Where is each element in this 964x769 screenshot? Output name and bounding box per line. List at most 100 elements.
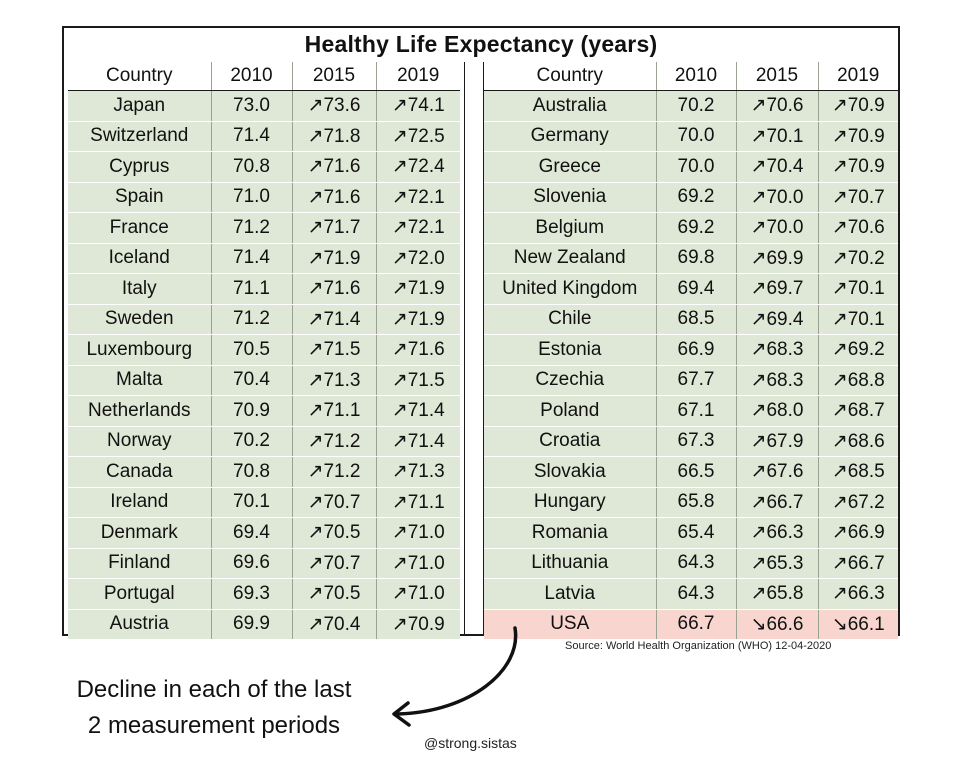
value-2019-cell: ↗66.7: [818, 548, 898, 579]
value-2015-cell: ↗65.8: [736, 578, 819, 610]
value-2019-cell: ↗70.1: [818, 304, 898, 335]
value-2015-cell: ↗71.2: [292, 456, 377, 488]
country-cell: Spain: [68, 182, 212, 213]
country-cell: Australia: [484, 90, 657, 122]
table-row: Sweden 71.2 ↗71.4 ↗71.9: [68, 304, 460, 335]
table-row: Slovenia 69.2 ↗70.0 ↗70.7: [484, 182, 898, 213]
table-title: Healthy Life Expectancy (years): [304, 30, 658, 57]
country-cell: Slovenia: [484, 182, 657, 213]
value-2019-cell: ↗70.1: [818, 273, 898, 305]
country-cell: New Zealand: [484, 243, 657, 274]
value-2015-cell: ↘66.6: [736, 609, 819, 640]
value-2015-cell: ↗67.6: [736, 456, 819, 488]
value-2019-cell: ↗71.0: [376, 578, 460, 610]
country-cell: Lithuania: [484, 548, 657, 579]
country-cell: Estonia: [484, 334, 657, 366]
value-2015-cell: ↗70.5: [292, 517, 377, 549]
table-row: United Kingdom 69.4 ↗69.7 ↗70.1: [484, 273, 898, 305]
value-2010-cell: 64.3: [656, 548, 737, 579]
value-2010-cell: 69.3: [211, 578, 293, 610]
note-line-1: Decline in each of the last: [76, 676, 352, 703]
country-cell: Denmark: [68, 517, 212, 549]
value-2010-cell: 71.2: [211, 304, 293, 335]
value-2010-cell: 70.4: [211, 365, 293, 396]
value-2015-cell: ↗71.6: [292, 273, 377, 305]
value-2019-cell: ↗71.4: [376, 426, 460, 457]
value-2015-cell: ↗70.0: [736, 182, 819, 213]
value-2010-cell: 68.5: [656, 304, 737, 335]
value-2010-cell: 69.9: [211, 609, 293, 640]
value-2019-cell: ↗71.5: [376, 365, 460, 396]
value-2019-cell: ↗71.3: [376, 456, 460, 488]
table-row: Romania 65.4 ↗66.3 ↗66.9: [484, 517, 898, 549]
note-line-2: 2 measurement periods: [87, 712, 341, 739]
value-2010-cell: 70.9: [211, 395, 293, 427]
value-2019-cell: ↗71.0: [376, 517, 460, 549]
table-row: France 71.2 ↗71.7 ↗72.1: [68, 212, 460, 244]
country-cell: Latvia: [484, 578, 657, 610]
value-2015-cell: ↗70.4: [736, 151, 819, 183]
value-2015-cell: ↗70.5: [292, 578, 377, 610]
value-2010-cell: 69.6: [211, 548, 293, 579]
author-handle: @strong.sistas: [424, 735, 517, 751]
value-2010-cell: 70.8: [211, 151, 293, 183]
country-cell: Malta: [68, 365, 212, 396]
table-row: Austria 69.9 ↗70.4 ↗70.9: [68, 609, 460, 640]
value-2015-cell: ↗71.8: [292, 121, 377, 152]
country-cell: Romania: [484, 517, 657, 549]
header-country: Country: [68, 62, 212, 91]
country-cell: Canada: [68, 456, 212, 488]
table-row: Ireland 70.1 ↗70.7 ↗71.1: [68, 487, 460, 518]
value-2019-cell: ↗71.9: [376, 273, 460, 305]
table-row: Portugal 69.3 ↗70.5 ↗71.0: [68, 578, 460, 610]
value-2015-cell: ↗71.6: [292, 182, 377, 213]
country-cell: Netherlands: [68, 395, 212, 427]
value-2010-cell: 66.5: [656, 456, 737, 488]
value-2015-cell: ↗68.0: [736, 395, 819, 427]
table-row: Hungary 65.8 ↗66.7 ↗67.2: [484, 487, 898, 518]
value-2019-cell: ↗70.9: [818, 151, 898, 183]
table-row: Australia 70.2 ↗70.6 ↗70.9: [484, 90, 898, 122]
table-row: Poland 67.1 ↗68.0 ↗68.7: [484, 395, 898, 427]
value-2010-cell: 69.4: [211, 517, 293, 549]
header-country: Country: [484, 62, 657, 91]
value-2010-cell: 67.3: [656, 426, 737, 457]
value-2019-cell: ↗66.3: [818, 578, 898, 610]
value-2015-cell: ↗70.0: [736, 212, 819, 244]
right-header-row: Country 2010 2015 2019: [484, 62, 898, 91]
table-row: Chile 68.5 ↗69.4 ↗70.1: [484, 304, 898, 335]
value-2010-cell: 69.2: [656, 182, 737, 213]
header-2015: 2015: [292, 62, 377, 91]
value-2010-cell: 70.2: [656, 90, 737, 122]
value-2015-cell: ↗65.3: [736, 548, 819, 579]
country-cell: Greece: [484, 151, 657, 183]
value-2015-cell: ↗69.7: [736, 273, 819, 305]
value-2019-cell: ↗71.4: [376, 395, 460, 427]
table-row: Lithuania 64.3 ↗65.3 ↗66.7: [484, 548, 898, 579]
value-2019-cell: ↘66.1: [818, 609, 898, 640]
value-2010-cell: 69.2: [656, 212, 737, 244]
value-2015-cell: ↗70.4: [292, 609, 377, 640]
value-2015-cell: ↗71.5: [292, 334, 377, 366]
header-2019: 2019: [376, 62, 460, 91]
table-row: Croatia 67.3 ↗67.9 ↗68.6: [484, 426, 898, 457]
country-cell: Slovakia: [484, 456, 657, 488]
value-2019-cell: ↗71.6: [376, 334, 460, 366]
value-2019-cell: ↗72.1: [376, 182, 460, 213]
value-2019-cell: ↗67.2: [818, 487, 898, 518]
value-2010-cell: 69.8: [656, 243, 737, 274]
value-2019-cell: ↗72.5: [376, 121, 460, 152]
table-row: Luxembourg 70.5 ↗71.5 ↗71.6: [68, 334, 460, 366]
value-2010-cell: 71.2: [211, 212, 293, 244]
table-row: Malta 70.4 ↗71.3 ↗71.5: [68, 365, 460, 396]
column-divider: [464, 62, 484, 634]
country-cell: Hungary: [484, 487, 657, 518]
value-2015-cell: ↗73.6: [292, 90, 377, 122]
value-2015-cell: ↗68.3: [736, 334, 819, 366]
table-row: Latvia 64.3 ↗65.8 ↗66.3: [484, 578, 898, 610]
value-2019-cell: ↗74.1: [376, 90, 460, 122]
left-header-row: Country 2010 2015 2019: [68, 62, 460, 91]
value-2019-cell: ↗71.9: [376, 304, 460, 335]
table-row: Germany 70.0 ↗70.1 ↗70.9: [484, 121, 898, 152]
country-cell: Sweden: [68, 304, 212, 335]
